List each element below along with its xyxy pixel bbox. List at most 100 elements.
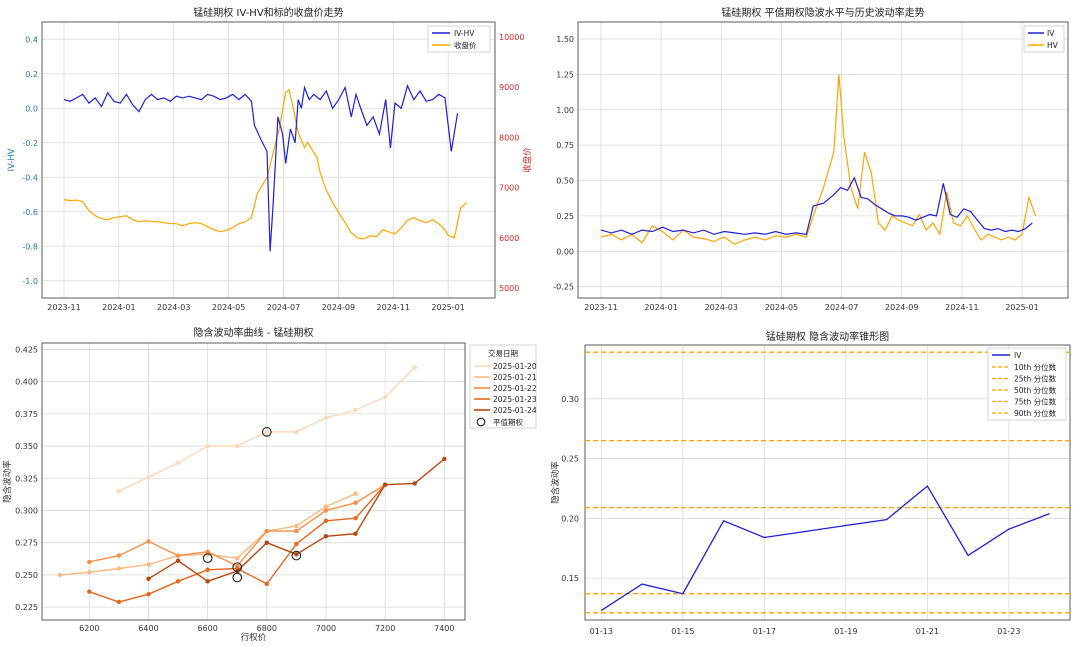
y-tick-label: 0.250 — [15, 571, 38, 580]
series-point — [146, 539, 151, 544]
series-point — [87, 589, 92, 594]
series-point — [175, 579, 181, 584]
legend-label-percentile: 90th 分位数 — [1014, 408, 1057, 418]
series-line-close — [63, 88, 468, 240]
series-point — [205, 579, 210, 584]
y-tick-label: -0.2 — [22, 139, 38, 148]
series-point — [294, 552, 299, 557]
series-point — [442, 456, 447, 462]
y-tick-label: 0.0 — [25, 104, 38, 113]
series-point — [353, 407, 358, 413]
series-point — [87, 559, 92, 565]
chart-title: 锰硅期权 IV-HV和标的收盘价走势 — [193, 6, 343, 19]
y-tick-label: 0.300 — [15, 506, 38, 515]
series-point — [353, 500, 358, 505]
chart-ivhv-close: 锰硅期权 IV-HV和标的收盘价走势 2023-11 2024-01 2024-03 2… — [7, 6, 533, 312]
legend-box — [469, 344, 537, 429]
series-point — [146, 474, 151, 480]
legend-label-close: 收盘价 — [454, 40, 477, 50]
x-tick-label: 01-19 — [834, 627, 857, 636]
series-point — [353, 531, 358, 536]
plot-frame — [577, 21, 1069, 299]
x-tick-label: 2025-01 — [431, 303, 464, 312]
series-point — [116, 488, 122, 494]
series-point — [294, 541, 299, 547]
y-tick-label: 0.2 — [25, 70, 38, 79]
y2-tick-label: 10000 — [499, 33, 524, 42]
legend-label: 2025-01-20 — [493, 362, 537, 371]
y-tick-label: 0.400 — [15, 378, 38, 387]
chart-iv-cone: 锰硅期权 隐含波动率锥形图 01-13 01-15 01-17 01-19 01-21 01… — [550, 330, 1071, 636]
y-tick-label: 0.4 — [25, 35, 38, 44]
x-tick-label: 6400 — [138, 624, 158, 633]
legend-label-iv: IV — [1047, 29, 1055, 38]
x-tick-label: 2024-07 — [825, 303, 858, 312]
plot-frame — [41, 342, 466, 621]
legend-swatch-atm — [476, 417, 486, 427]
y-tick-label: 0.15 — [561, 574, 579, 583]
x-tick-label: 2024-05 — [765, 303, 798, 312]
series-point — [205, 549, 210, 554]
y-axis-label: IV-HV — [7, 148, 17, 171]
series-point — [323, 415, 329, 420]
y-tick-label: -0.25 — [553, 283, 574, 292]
legend-title: 交易日期 — [488, 348, 518, 358]
series-point — [323, 518, 329, 523]
legend: IV HV — [1023, 25, 1065, 53]
legend-label-percentile: 25th 分位数 — [1014, 374, 1057, 384]
y-tick-label: 0.425 — [15, 345, 38, 354]
series-point — [175, 558, 181, 563]
x-tick-label: 6200 — [79, 624, 99, 633]
series-point — [264, 528, 270, 534]
x-tick-label: 7400 — [434, 624, 454, 633]
y-tick-label: 0.25 — [556, 212, 574, 221]
atm-marker — [261, 427, 272, 437]
y-tick-label: -0.4 — [22, 173, 38, 182]
x-tick-label: 6800 — [257, 624, 277, 633]
legend-label-percentile: 10th 分位数 — [1014, 362, 1057, 372]
series-point — [205, 443, 210, 449]
y2-tick-label: 8000 — [499, 133, 519, 142]
legend-label: 2025-01-23 — [493, 395, 537, 404]
series-line-2025-01-24 — [148, 458, 445, 583]
chart-iv-smile: 隐含波动率曲线 - 锰硅期权 6200 6400 6600 6800 7000 7200 74… — [2, 326, 537, 643]
legend-label-atm: 平值期权 — [493, 417, 523, 427]
chart-title: 锰硅期权 隐含波动率锥形图 — [766, 330, 889, 343]
y-tick-label: 0.325 — [15, 474, 38, 483]
legend-box — [427, 25, 491, 53]
series-point — [353, 491, 358, 496]
series-point — [294, 523, 299, 529]
x-tick-label: 2024-09 — [885, 303, 918, 312]
legend-label-iv: IV — [1014, 351, 1022, 360]
series-point — [235, 555, 240, 561]
legend-label-ivhv: IV-HV — [454, 29, 475, 38]
x-tick-label: 01-21 — [916, 627, 939, 636]
x-tick-label: 01-13 — [590, 627, 613, 636]
x-tick-label: 2024-11 — [945, 303, 978, 312]
y2-tick-label: 7000 — [499, 184, 519, 193]
legend: 交易日期 2025-01-20 2025-01-21 2025-01-22 2025-0… — [469, 344, 537, 429]
y-tick-label: 1.50 — [556, 35, 574, 44]
y2-tick-label: 9000 — [499, 83, 519, 92]
series-point — [323, 534, 329, 539]
x-tick-label: 2024-01 — [644, 303, 677, 312]
y-tick-label: 0.275 — [15, 539, 38, 548]
series-point — [146, 592, 151, 597]
chart-title: 隐含波动率曲线 - 锰硅期权 — [194, 326, 314, 339]
atm-marker — [232, 572, 243, 583]
y-tick-label: 0.350 — [15, 442, 38, 451]
x-axis-label: 行权价 — [241, 632, 267, 643]
series-point — [323, 504, 329, 509]
y-tick-label: 0.25 — [561, 455, 579, 464]
atm-marker — [232, 562, 243, 573]
chart-iv-hv: 锰硅期权 平值期权隐波水平与历史波动率走势 2023-11 2024-01 2024-… — [553, 6, 1069, 312]
plot-frame — [41, 21, 496, 299]
x-tick-label: 2025-01 — [1005, 303, 1038, 312]
series-point — [116, 553, 122, 558]
atm-marker — [202, 553, 213, 564]
series-point — [412, 365, 417, 370]
x-tick-label: 2024-03 — [705, 303, 738, 312]
y2-axis-label: 收盘价 — [522, 147, 533, 173]
x-tick-label: 01-15 — [671, 627, 694, 636]
